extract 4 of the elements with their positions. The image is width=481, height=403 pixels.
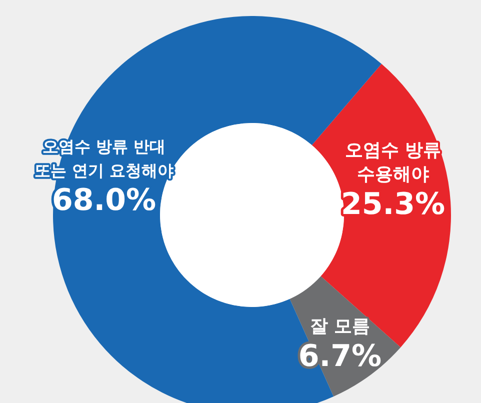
data-label: 68.0% [52, 183, 156, 218]
slice-label: 잘 모름 [310, 316, 370, 337]
slice-label: 오염수 방류 수용해야 [344, 140, 442, 185]
data-label: 25.3% [340, 187, 446, 222]
